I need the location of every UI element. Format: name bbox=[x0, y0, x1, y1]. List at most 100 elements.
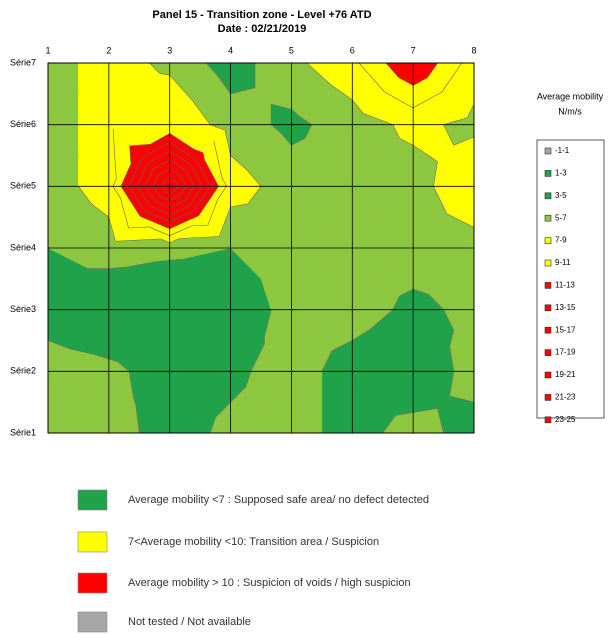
contour-line bbox=[449, 346, 455, 372]
contour-line bbox=[183, 186, 195, 202]
contour-line bbox=[449, 371, 455, 397]
contour-line bbox=[180, 175, 187, 187]
legend-label: 11-13 bbox=[555, 281, 575, 290]
legend-swatch bbox=[544, 416, 552, 424]
contour-line bbox=[112, 178, 117, 187]
contour-line bbox=[210, 417, 216, 434]
contour-line bbox=[363, 113, 393, 125]
contour-line bbox=[246, 169, 262, 187]
contour-line bbox=[443, 117, 468, 125]
x-tick-label: 4 bbox=[228, 45, 233, 55]
contour-line bbox=[179, 236, 220, 239]
contour-line bbox=[169, 215, 199, 229]
contour-line bbox=[120, 163, 132, 187]
contour-line bbox=[135, 405, 140, 434]
legend-label: 17-19 bbox=[555, 348, 576, 357]
contour-line bbox=[169, 168, 181, 176]
contour-line bbox=[112, 128, 117, 179]
contour-line bbox=[330, 84, 353, 101]
contour-line bbox=[154, 201, 170, 208]
legend-swatch bbox=[544, 147, 552, 155]
contour-line bbox=[321, 350, 333, 372]
contour-line bbox=[281, 133, 292, 146]
contour-line bbox=[247, 186, 262, 205]
contour-line bbox=[270, 124, 283, 135]
contour-line bbox=[271, 103, 292, 110]
y-tick-label: Série3 bbox=[10, 304, 36, 314]
zone-label: Average mobility <7 : Supposed safe area… bbox=[128, 494, 429, 506]
contour-line bbox=[169, 133, 195, 150]
contour-line bbox=[413, 408, 438, 413]
legend-swatch bbox=[544, 214, 552, 222]
contour-line bbox=[78, 186, 92, 205]
contour-line bbox=[169, 177, 176, 182]
legend-swatch bbox=[544, 170, 552, 177]
contour-line bbox=[169, 142, 197, 160]
contour-line bbox=[190, 164, 203, 187]
contour-line bbox=[412, 77, 428, 86]
contour-line bbox=[115, 238, 161, 242]
y-tick-label: Série7 bbox=[10, 57, 36, 67]
contour-line bbox=[230, 155, 247, 171]
legend-swatch bbox=[544, 371, 552, 379]
contour-line bbox=[385, 62, 400, 78]
legend-title: Average mobility bbox=[537, 91, 604, 101]
contour-line bbox=[412, 144, 438, 162]
contour-line bbox=[188, 186, 203, 207]
contour-line bbox=[149, 205, 170, 215]
chart-subtitle: Date : 02/21/2019 bbox=[218, 23, 307, 35]
contour-line bbox=[250, 343, 265, 372]
contour-line bbox=[193, 186, 211, 211]
legend-swatch bbox=[544, 192, 552, 200]
contour-line bbox=[169, 225, 192, 236]
contour-line bbox=[112, 186, 121, 199]
contour-line bbox=[217, 75, 231, 95]
contour-line bbox=[224, 130, 231, 156]
contour-line bbox=[437, 408, 444, 434]
contour-line bbox=[441, 62, 463, 93]
y-tick-label: Série5 bbox=[10, 181, 36, 191]
contour-line bbox=[174, 186, 179, 192]
legend-label: 13-15 bbox=[555, 303, 576, 312]
contour-line bbox=[128, 186, 146, 212]
x-tick-label: 3 bbox=[167, 45, 172, 55]
x-tick-label: 2 bbox=[106, 45, 111, 55]
x-tick-label: 7 bbox=[411, 45, 416, 55]
contour-line bbox=[399, 288, 414, 297]
contour-line bbox=[221, 177, 227, 187]
contour-line bbox=[91, 353, 109, 360]
x-tick-label: 6 bbox=[350, 45, 355, 55]
contour-line bbox=[159, 72, 170, 76]
contour-line bbox=[127, 261, 157, 268]
legend-label: 19-21 bbox=[555, 370, 576, 379]
legend-swatch bbox=[544, 259, 552, 267]
legend-label: 5-7 bbox=[555, 213, 567, 222]
contour-line bbox=[191, 224, 208, 227]
legend-swatch bbox=[544, 326, 552, 334]
contour-line bbox=[218, 206, 231, 237]
legend-label: 1-3 bbox=[555, 169, 567, 178]
contour-line bbox=[156, 260, 170, 263]
y-tick-label: Série2 bbox=[10, 366, 36, 376]
contour-line bbox=[169, 150, 192, 166]
contour-line bbox=[129, 145, 132, 164]
contour-line bbox=[443, 124, 454, 146]
contour-line bbox=[398, 77, 414, 86]
contour-line bbox=[169, 200, 185, 208]
plot-border bbox=[47, 62, 475, 434]
contour-line bbox=[230, 203, 249, 208]
contour-line bbox=[207, 199, 219, 226]
contour-line bbox=[174, 180, 179, 187]
contour-line bbox=[382, 415, 396, 434]
contour-line bbox=[433, 161, 438, 187]
y-tick-label: Série1 bbox=[10, 427, 36, 437]
y-tick-label: Série4 bbox=[10, 242, 36, 252]
contour-line bbox=[169, 258, 181, 261]
contour-line bbox=[413, 288, 429, 295]
x-tick-label: 8 bbox=[471, 45, 476, 55]
contour-line bbox=[149, 62, 160, 74]
contour-line bbox=[215, 401, 231, 418]
contour-line bbox=[449, 395, 475, 403]
contour-line bbox=[206, 62, 218, 77]
